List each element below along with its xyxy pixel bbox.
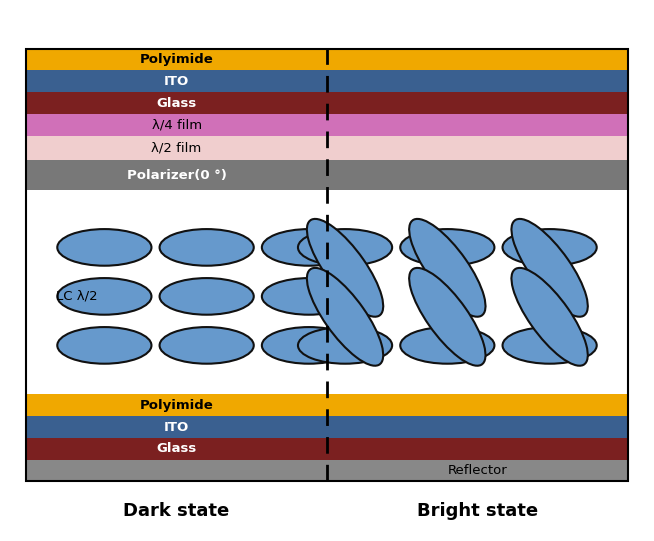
Ellipse shape [307,219,383,316]
Text: Polyimide: Polyimide [140,53,213,66]
Ellipse shape [262,327,356,364]
Ellipse shape [400,229,494,266]
Ellipse shape [307,268,383,366]
Ellipse shape [262,229,356,266]
Ellipse shape [409,268,485,366]
Text: ITO: ITO [164,420,189,433]
Bar [26,49,628,70]
Ellipse shape [502,229,596,266]
Bar [26,190,628,394]
Bar [26,460,628,481]
Ellipse shape [511,219,588,316]
Bar [26,438,628,460]
Ellipse shape [298,327,392,364]
Ellipse shape [409,219,485,316]
Ellipse shape [262,278,356,315]
Ellipse shape [58,327,152,364]
Bar [26,49,628,481]
Text: Glass: Glass [156,97,197,110]
Bar [26,160,628,190]
Ellipse shape [160,327,254,364]
Bar [26,416,628,438]
Ellipse shape [58,278,152,315]
Text: Reflector: Reflector [447,464,508,477]
Text: λ/2 film: λ/2 film [152,142,201,155]
Ellipse shape [502,327,596,364]
Text: Glass: Glass [156,443,197,456]
Bar [26,136,628,160]
Ellipse shape [160,278,254,315]
Ellipse shape [400,327,494,364]
Text: Polyimide: Polyimide [140,399,213,412]
Text: ITO: ITO [164,75,189,88]
Ellipse shape [160,229,254,266]
Ellipse shape [511,268,588,366]
Text: λ/4 film: λ/4 film [152,118,201,131]
Text: LC λ/2: LC λ/2 [56,290,98,303]
Text: Bright state: Bright state [417,502,538,520]
Bar [26,93,628,114]
Bar [26,114,628,136]
Bar [26,70,628,93]
Text: Dark state: Dark state [124,502,230,520]
Text: Polarizer(0 °): Polarizer(0 °) [127,169,226,182]
Ellipse shape [58,229,152,266]
Bar [26,394,628,416]
Ellipse shape [298,229,392,266]
